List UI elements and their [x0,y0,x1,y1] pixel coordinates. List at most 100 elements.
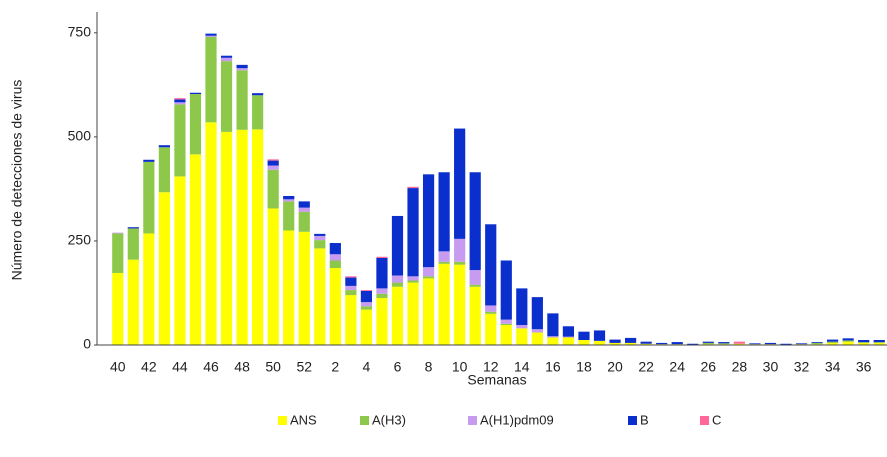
bar-segment [469,284,481,287]
bar-segment [547,336,559,338]
bar-segment [485,305,497,312]
y-tick-label: 500 [68,128,92,144]
bar-segment [422,267,435,277]
bar-segment [454,261,466,265]
bar-segment [360,306,373,310]
legend-swatch [360,416,369,425]
bar-segment [780,343,792,345]
bar-segment [298,207,310,212]
bar-segment [127,228,139,260]
bar-segment [329,267,341,345]
bar-segment [158,192,170,345]
x-tick-label: 50 [265,359,281,375]
bar-segment [842,338,854,341]
y-tick-label: 250 [68,232,92,248]
bar-segment [298,211,310,232]
bar-segment [671,342,683,345]
bar-segment [174,98,186,100]
x-tick-label: 4 [363,359,371,375]
bar-segment [360,309,373,345]
y-axis-title: Número de detecciones de virus [9,80,25,281]
bar-segment [749,343,761,345]
bar-segment [516,328,528,345]
bar-segment [376,288,388,294]
bar-segment [112,272,124,345]
bar-segment [283,199,295,202]
legend-label: A(H1)pdm09 [480,412,554,427]
bar-segment [189,94,202,155]
bar-segment [562,337,575,345]
x-tick-label: 16 [545,359,561,375]
bar-segment [329,254,341,261]
bar-segment [314,235,326,241]
bar-segment [609,342,621,345]
bar-segment [485,311,497,314]
bar-segment [252,129,264,345]
bar-segment [283,201,295,231]
bar-segment [764,342,777,345]
bar-segment [345,295,357,345]
bar-segment [220,131,233,345]
bar-segment [842,340,854,342]
bar-segment [360,290,373,303]
bar-segment [827,341,839,343]
bar-segment [174,104,186,177]
bar-segment [516,325,528,329]
bar-segment [842,341,854,345]
legend-label: A(H3) [372,412,406,427]
bar-segment [454,238,466,262]
bar-segment [438,251,450,262]
x-tick-label: 36 [856,359,872,375]
bar-segment [795,343,808,345]
bar-segment [609,339,621,343]
bar-segment [267,208,279,345]
bar-segment [873,340,885,343]
x-tick-label: 18 [576,359,592,375]
bar-segment [376,256,388,259]
bar-segment [624,342,637,345]
x-tick-label: 24 [669,359,685,375]
bar-segment [205,36,217,123]
bar-segment [858,342,870,343]
bar-segment [205,35,217,37]
bar-segment [329,243,341,255]
x-axis-title: Semanas [467,372,526,388]
x-tick-label: 10 [452,359,468,375]
bar-segment [656,342,668,345]
bar-segment [189,154,202,345]
bar-segment [531,332,543,345]
bar-segment [112,233,124,273]
bar-segment [500,323,512,326]
bar-segment [547,313,559,337]
bar-segment [158,145,170,148]
bar-segment [593,340,606,345]
bar-segment [283,195,295,200]
bar-segment [205,122,217,346]
bar-segment [702,342,714,345]
bar-segment [267,159,279,161]
x-tick-label: 12 [483,359,499,375]
bar-segment [174,176,186,345]
x-tick-label: 30 [763,359,779,375]
legend-swatch [468,416,477,425]
bar-segment [391,275,404,283]
bar-segment [376,258,388,289]
bar-segment [236,68,248,71]
x-tick-label: 32 [794,359,810,375]
bar-segment [158,147,170,193]
bar-segment [640,341,652,344]
bar-segment [811,342,823,343]
bar-segment [236,70,248,130]
bar-segment [298,201,310,208]
bar-segment [376,297,388,345]
legend-swatch [628,416,637,425]
bar-segment [547,337,559,345]
bar-segment [562,326,575,337]
bar-segment [827,339,839,342]
bar-segment [578,340,590,345]
bar-segment [438,261,450,264]
legend-label: ANS [290,412,317,427]
x-tick-label: 20 [607,359,623,375]
x-tick-label: 8 [425,359,433,375]
bar-segment [485,224,497,306]
